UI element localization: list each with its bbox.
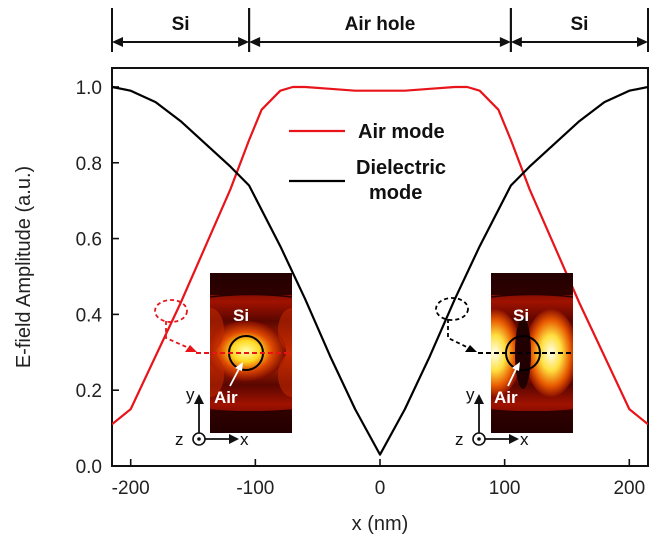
x-tick-label: -100 — [236, 478, 274, 499]
inset-air-arrow — [229, 366, 241, 387]
inset-si-label: Si — [513, 306, 529, 325]
x-tick-label: 0 — [375, 478, 386, 499]
region-bracket: Air hole — [248, 8, 512, 52]
inset-coord-x: x — [520, 430, 529, 449]
y-tick-label: 1.0 — [76, 78, 102, 99]
inset-coord-z: z — [455, 430, 464, 449]
legend-label-dielectric-line1: Dielectric — [356, 157, 446, 179]
inset-coord-y: y — [186, 385, 195, 404]
x-tick-label: 200 — [613, 478, 645, 499]
y-tick-label: 0.2 — [76, 381, 102, 402]
y-tick-label: 0.4 — [76, 305, 103, 326]
inset-coordinate-axes: y z x — [175, 385, 249, 449]
region-label: Si — [570, 14, 588, 35]
inset-air-label: Air — [494, 388, 518, 407]
inset-coord-z: z — [175, 430, 184, 449]
inset-pointer-arrow — [447, 319, 472, 350]
inset-air-label: Air — [214, 388, 238, 407]
series-line-dielectric-mode — [112, 85, 648, 456]
inset-coordinate-axes: y z x — [455, 385, 529, 449]
inset-pointer-ellipse — [154, 299, 188, 323]
inset-coord-y: y — [466, 385, 475, 404]
inset-pointer-ellipse — [435, 297, 469, 321]
inset-si-label: Si — [233, 306, 249, 325]
x-axis: -200 -100 0 100 200 — [112, 459, 645, 499]
inset-air-arrow — [507, 366, 518, 387]
region-bracket: Si — [111, 8, 251, 52]
legend: Air mode Dielectric mode — [289, 121, 452, 204]
y-axis: 0.0 0.2 0.4 0.6 0.8 1.0 — [76, 78, 119, 478]
x-tick-label: 100 — [489, 478, 521, 499]
inset-pointer-arrowhead — [185, 345, 197, 352]
region-bracket: Si — [509, 8, 649, 52]
series-layer — [112, 85, 648, 456]
legend-label-air-mode: Air mode — [358, 121, 445, 143]
inset-air-arrowhead — [235, 362, 243, 371]
series-line-air-mode — [112, 85, 648, 426]
inset-coord-x: x — [240, 430, 249, 449]
region-annotations: Si Air hole Si — [111, 8, 649, 52]
region-label: Air hole — [345, 14, 416, 35]
region-label: Si — [172, 14, 190, 35]
y-tick-label: 0.0 — [76, 457, 102, 478]
inset-air-arrowhead — [512, 362, 520, 371]
y-tick-label: 0.6 — [76, 230, 102, 251]
x-tick-label: -200 — [112, 478, 150, 499]
legend-label-dielectric-line2: mode — [369, 182, 422, 204]
y-tick-label: 0.8 — [76, 154, 102, 175]
y-axis-title: E-field Amplitude (a.u.) — [13, 166, 35, 368]
legend-label-dielectric-mode: Dielectric mode — [356, 157, 452, 204]
inset-pointer-arrowhead — [465, 345, 477, 352]
inset-pointer-arrow — [165, 321, 192, 350]
inset-air-mode: Si Air y z x — [154, 273, 292, 449]
inset-dielectric-mode: Si Air y z x — [435, 273, 573, 449]
x-axis-title: x (nm) — [352, 513, 409, 535]
